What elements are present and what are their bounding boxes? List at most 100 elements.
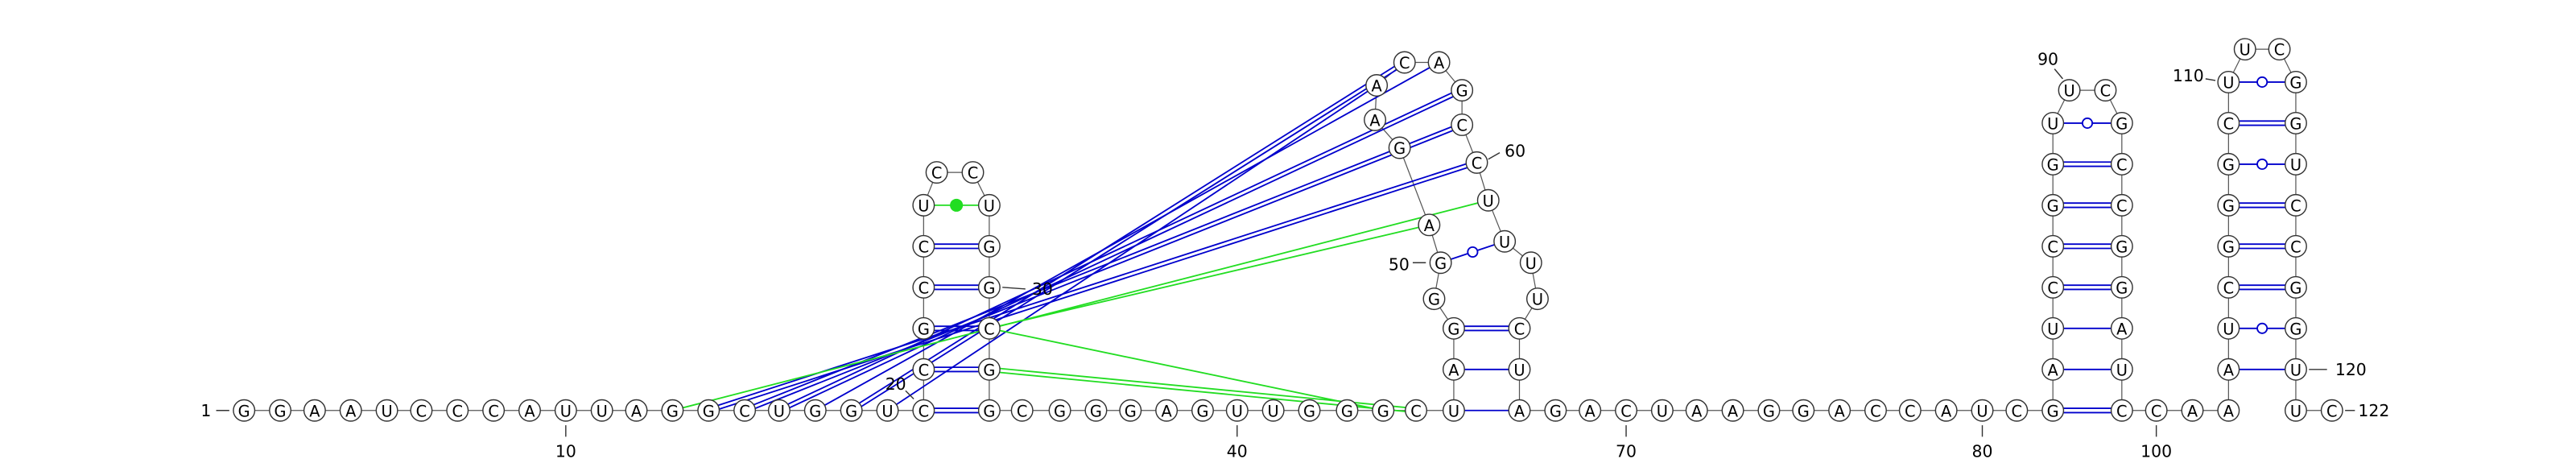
position-label: 20	[886, 374, 906, 394]
nucleotide	[1335, 399, 1359, 422]
nucleotide	[1493, 229, 1517, 253]
nucleotide	[661, 399, 684, 422]
nucleotide-letter: U	[2290, 361, 2301, 379]
nucleotide-letter: G	[2289, 279, 2301, 297]
nucleotide-letter: G	[2223, 238, 2235, 256]
nucleotide-letter: G	[1447, 320, 1459, 338]
nucleotide-letter: C	[1870, 402, 1881, 420]
position-tick	[1488, 152, 1501, 160]
nucleotide-letter: C	[931, 164, 943, 183]
nucleotide	[2094, 79, 2117, 102]
nucleotide	[2284, 111, 2307, 134]
nucleotide-letter: U	[1448, 402, 1459, 420]
pair-line	[1465, 134, 1474, 153]
pair-line	[1439, 307, 1449, 320]
nucleotide-letter: C	[2326, 402, 2338, 420]
nucleotide-letter: G	[275, 402, 287, 420]
nucleotide-letter: G	[918, 320, 930, 338]
nucleotide	[1084, 399, 1108, 422]
nucleotide	[1451, 79, 1474, 102]
position-label: 10	[555, 442, 576, 461]
nucleotide-letter: G	[2223, 196, 2235, 215]
nucleotide-letter: G	[2289, 73, 2301, 92]
nucleotide	[1442, 358, 1465, 381]
position-tick	[2054, 68, 2063, 80]
nucleotide	[2217, 234, 2240, 258]
pair-line	[682, 202, 1479, 409]
nucleotide	[1429, 251, 1452, 275]
nucleotide-letter: G	[1435, 254, 1447, 273]
nucleotide-letter: G	[1763, 402, 1775, 420]
nucleotide	[1418, 213, 1441, 237]
nucleotide-letter: G	[1798, 402, 1810, 420]
pair-line	[1435, 273, 1439, 289]
nucleotide	[1508, 316, 1531, 340]
nucleotide-letter: U	[1513, 361, 1525, 379]
pair-line	[2057, 99, 2066, 114]
nucleotide-letter: U	[597, 402, 608, 420]
nucleotide	[2110, 234, 2133, 258]
nucleotide-letter: U	[1976, 402, 1988, 420]
pair-symbol	[950, 198, 964, 212]
nucleotide-letter: C	[2274, 41, 2285, 60]
nucleotide-letter: G	[983, 279, 995, 297]
nucleotide-letter: U	[2116, 361, 2128, 379]
pair-symbol	[2256, 76, 2268, 88]
nucleotide	[1934, 399, 1958, 422]
pair-line	[1445, 70, 1456, 83]
nucleotide	[1442, 399, 1465, 422]
pair-line	[999, 226, 1419, 327]
nucleotide-letter: C	[968, 164, 979, 183]
nucleotide-letter: A	[1424, 217, 1435, 235]
nucleotide-letter: A	[1161, 402, 1172, 420]
nucleotide-letter: A	[2187, 402, 2198, 420]
nucleotide	[2217, 316, 2240, 340]
nucleotide-letter: G	[238, 402, 250, 420]
nucleotide	[2041, 193, 2065, 217]
pair-line	[896, 90, 1368, 406]
nucleotide	[912, 275, 935, 299]
nucleotide	[977, 358, 1001, 381]
position-label: 60	[1505, 142, 1525, 161]
nucleotide	[1650, 399, 1674, 422]
nucleotide	[2217, 358, 2240, 381]
pair-line	[717, 163, 1467, 407]
nucleotide-letter: C	[2047, 238, 2058, 256]
nucleotide	[518, 399, 541, 422]
nucleotide-letter: A	[631, 402, 642, 420]
position-tick	[905, 390, 914, 399]
nucleotide-letter: G	[2116, 279, 2128, 297]
nucleotide	[1898, 399, 1922, 422]
pair-line	[754, 130, 1454, 409]
nucleotide-letter: U	[774, 402, 785, 420]
nucleotide	[977, 275, 1001, 299]
nucleotide-letter: A	[1448, 361, 1459, 379]
position-label: 100	[2140, 442, 2172, 461]
nucleotide-letter: G	[2116, 114, 2128, 133]
pair-line	[1402, 157, 1426, 216]
nucleotide	[339, 399, 362, 422]
nucleotide	[269, 399, 292, 422]
nucleotide-letter: C	[1410, 402, 1422, 420]
nucleotide	[2217, 193, 2240, 217]
nucleotide-letter: C	[1905, 402, 1916, 420]
nucleotide-letter: C	[2116, 402, 2128, 420]
nucleotide-letter: U	[918, 196, 929, 215]
nucleotide-letter: A	[2223, 361, 2235, 379]
nucleotide-letter: G	[1428, 291, 1440, 309]
nucleotide-letter: G	[983, 238, 995, 256]
nucleotide	[925, 161, 948, 184]
nucleotide	[912, 399, 935, 422]
nucleotide-letter: C	[2223, 114, 2235, 133]
nucleotide	[1442, 316, 1465, 340]
nucleotide	[2041, 152, 2065, 176]
nucleotide-letter: G	[983, 402, 995, 420]
nucleotide-letter: C	[2290, 196, 2301, 215]
nucleotide	[1422, 287, 1446, 311]
nucleotide-letter: A	[2116, 320, 2128, 338]
position-label: 122	[2358, 401, 2389, 420]
nucleotide	[2284, 275, 2307, 299]
nucleotide-letter: A	[1941, 402, 1952, 420]
nucleotide-letter: C	[2223, 279, 2235, 297]
nucleotide-letter: C	[1399, 54, 1410, 72]
